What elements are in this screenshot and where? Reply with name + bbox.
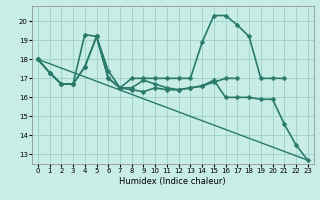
X-axis label: Humidex (Indice chaleur): Humidex (Indice chaleur) bbox=[119, 177, 226, 186]
